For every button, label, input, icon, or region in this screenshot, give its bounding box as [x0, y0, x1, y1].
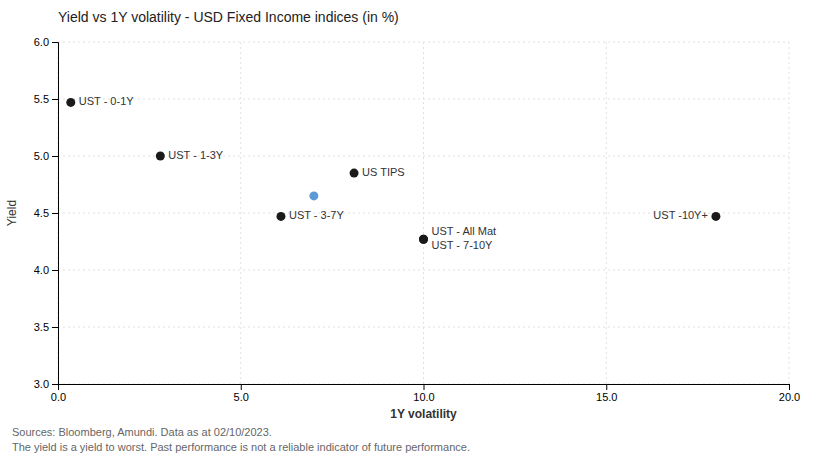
- grid: [58, 42, 789, 384]
- tick: 6.0: [34, 36, 58, 48]
- grid-line: [58, 42, 789, 43]
- grid-line: [58, 99, 789, 100]
- tick-mark: [52, 327, 58, 328]
- y-axis: 3.0 3.5 4.0 4.5 5.0 5.5 6.0: [34, 36, 59, 390]
- point: [711, 212, 720, 221]
- annotation: UST - 7-10Y: [432, 239, 494, 251]
- tick-mark: [52, 270, 58, 271]
- tick-mark: [241, 384, 242, 390]
- grid-line: [58, 327, 789, 328]
- tick-mark: [52, 384, 58, 385]
- tick: 4.0: [34, 264, 58, 276]
- point: [309, 191, 318, 200]
- x-axis: 0.0 5.0 10.0 15.0 20.0: [51, 384, 800, 403]
- tick: 5.0: [34, 150, 58, 162]
- annotation: UST - 1-3Y: [168, 149, 223, 161]
- tick-mark: [424, 384, 425, 390]
- tick-mark: [52, 213, 58, 214]
- tick-mark: [606, 384, 607, 390]
- tick: 3.0: [34, 378, 58, 390]
- tick: 3.5: [34, 321, 58, 333]
- tick-label: 3.0: [34, 378, 49, 390]
- x-axis-title: 1Y volatility: [390, 407, 457, 421]
- tick-mark: [789, 384, 790, 390]
- tick: 5.0: [234, 384, 249, 403]
- annotation: UST - All Mat: [432, 225, 497, 237]
- tick-label: 10.0: [413, 391, 434, 403]
- annotation: US TIPS: [362, 166, 405, 178]
- tick-label: 4.0: [34, 264, 49, 276]
- tick-mark: [52, 99, 58, 100]
- annotation: UST -10Y+: [653, 209, 708, 221]
- tick-label: 15.0: [596, 391, 617, 403]
- tick-label: 4.5: [34, 207, 49, 219]
- grid-line: [58, 270, 789, 271]
- axis-line: [52, 43, 59, 385]
- tick: 15.0: [596, 384, 617, 403]
- tick-label: 5.0: [34, 150, 49, 162]
- plot: 0.0 5.0 10.0 15.0 20.0 3.0 3.5 4.0 4.5 5.0 5.5 6.0 U…: [34, 36, 801, 403]
- tick-label: 3.5: [34, 321, 49, 333]
- tick: 5.5: [34, 93, 58, 105]
- annotation: UST - 0-1Y: [79, 95, 134, 107]
- footnote: The yield is a yield to worst. Past perf…: [12, 441, 470, 453]
- point: [276, 212, 285, 221]
- tick: 10.0: [413, 384, 434, 403]
- footnote: Sources: Bloomberg, Amundi. Data as at 0…: [12, 426, 272, 438]
- point: [350, 169, 359, 178]
- point: [66, 98, 75, 107]
- tick: 4.5: [34, 207, 58, 219]
- chart: 0.0 5.0 10.0 15.0 20.0 3.0 3.5 4.0 4.5 5.0 5.5 6.0 U…: [0, 0, 819, 462]
- title: Yield vs 1Y volatility - USD Fixed Incom…: [58, 9, 399, 25]
- points: [66, 98, 720, 244]
- tick-label: 5.0: [234, 391, 249, 403]
- point: [156, 152, 165, 161]
- axis-line: [59, 385, 790, 391]
- tick: 20.0: [779, 384, 800, 403]
- point: [419, 235, 428, 244]
- tick: 0.0: [51, 384, 66, 403]
- grid-line: [240, 42, 241, 384]
- tick-label: 20.0: [779, 391, 800, 403]
- annotation: UST - 3-7Y: [289, 209, 344, 221]
- tick-mark: [52, 156, 58, 157]
- tick-label: 6.0: [34, 36, 49, 48]
- y-axis-title: Yield: [5, 200, 19, 226]
- grid-line: [606, 42, 607, 384]
- point: [419, 235, 428, 244]
- tick-label: 0.0: [51, 391, 66, 403]
- tick-mark: [52, 42, 58, 43]
- annotations: UST - 0-1Y UST - 1-3Y UST - 3-7Y US TIPS UST…: [79, 95, 708, 251]
- tick-label: 5.5: [34, 93, 49, 105]
